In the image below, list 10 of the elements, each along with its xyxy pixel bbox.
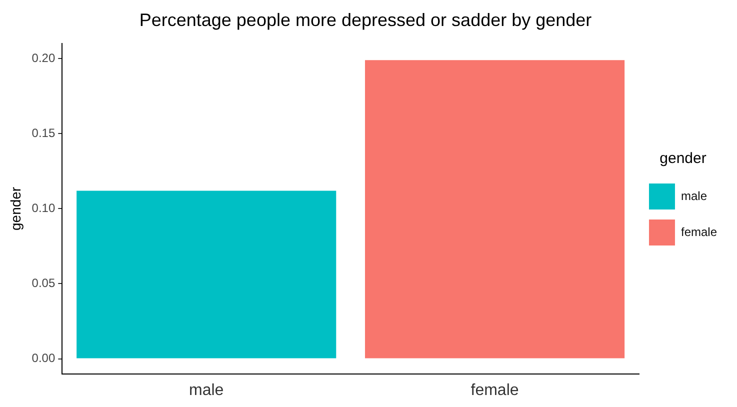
y-tick-label: 0.20: [32, 50, 56, 65]
y-tick-label: 0.05: [32, 276, 56, 290]
chart-title: Percentage people more depressed or sadder by gender: [139, 10, 592, 30]
legend-label: male: [680, 188, 708, 203]
y-axis-title: gender: [7, 186, 24, 230]
legend-label: female: [680, 224, 718, 239]
y-tick-label: 0.00: [32, 351, 56, 366]
legend-title: gender: [660, 150, 706, 168]
y-tick-label: 0.10: [32, 201, 56, 216]
y-tick-label: 0.15: [32, 126, 56, 140]
